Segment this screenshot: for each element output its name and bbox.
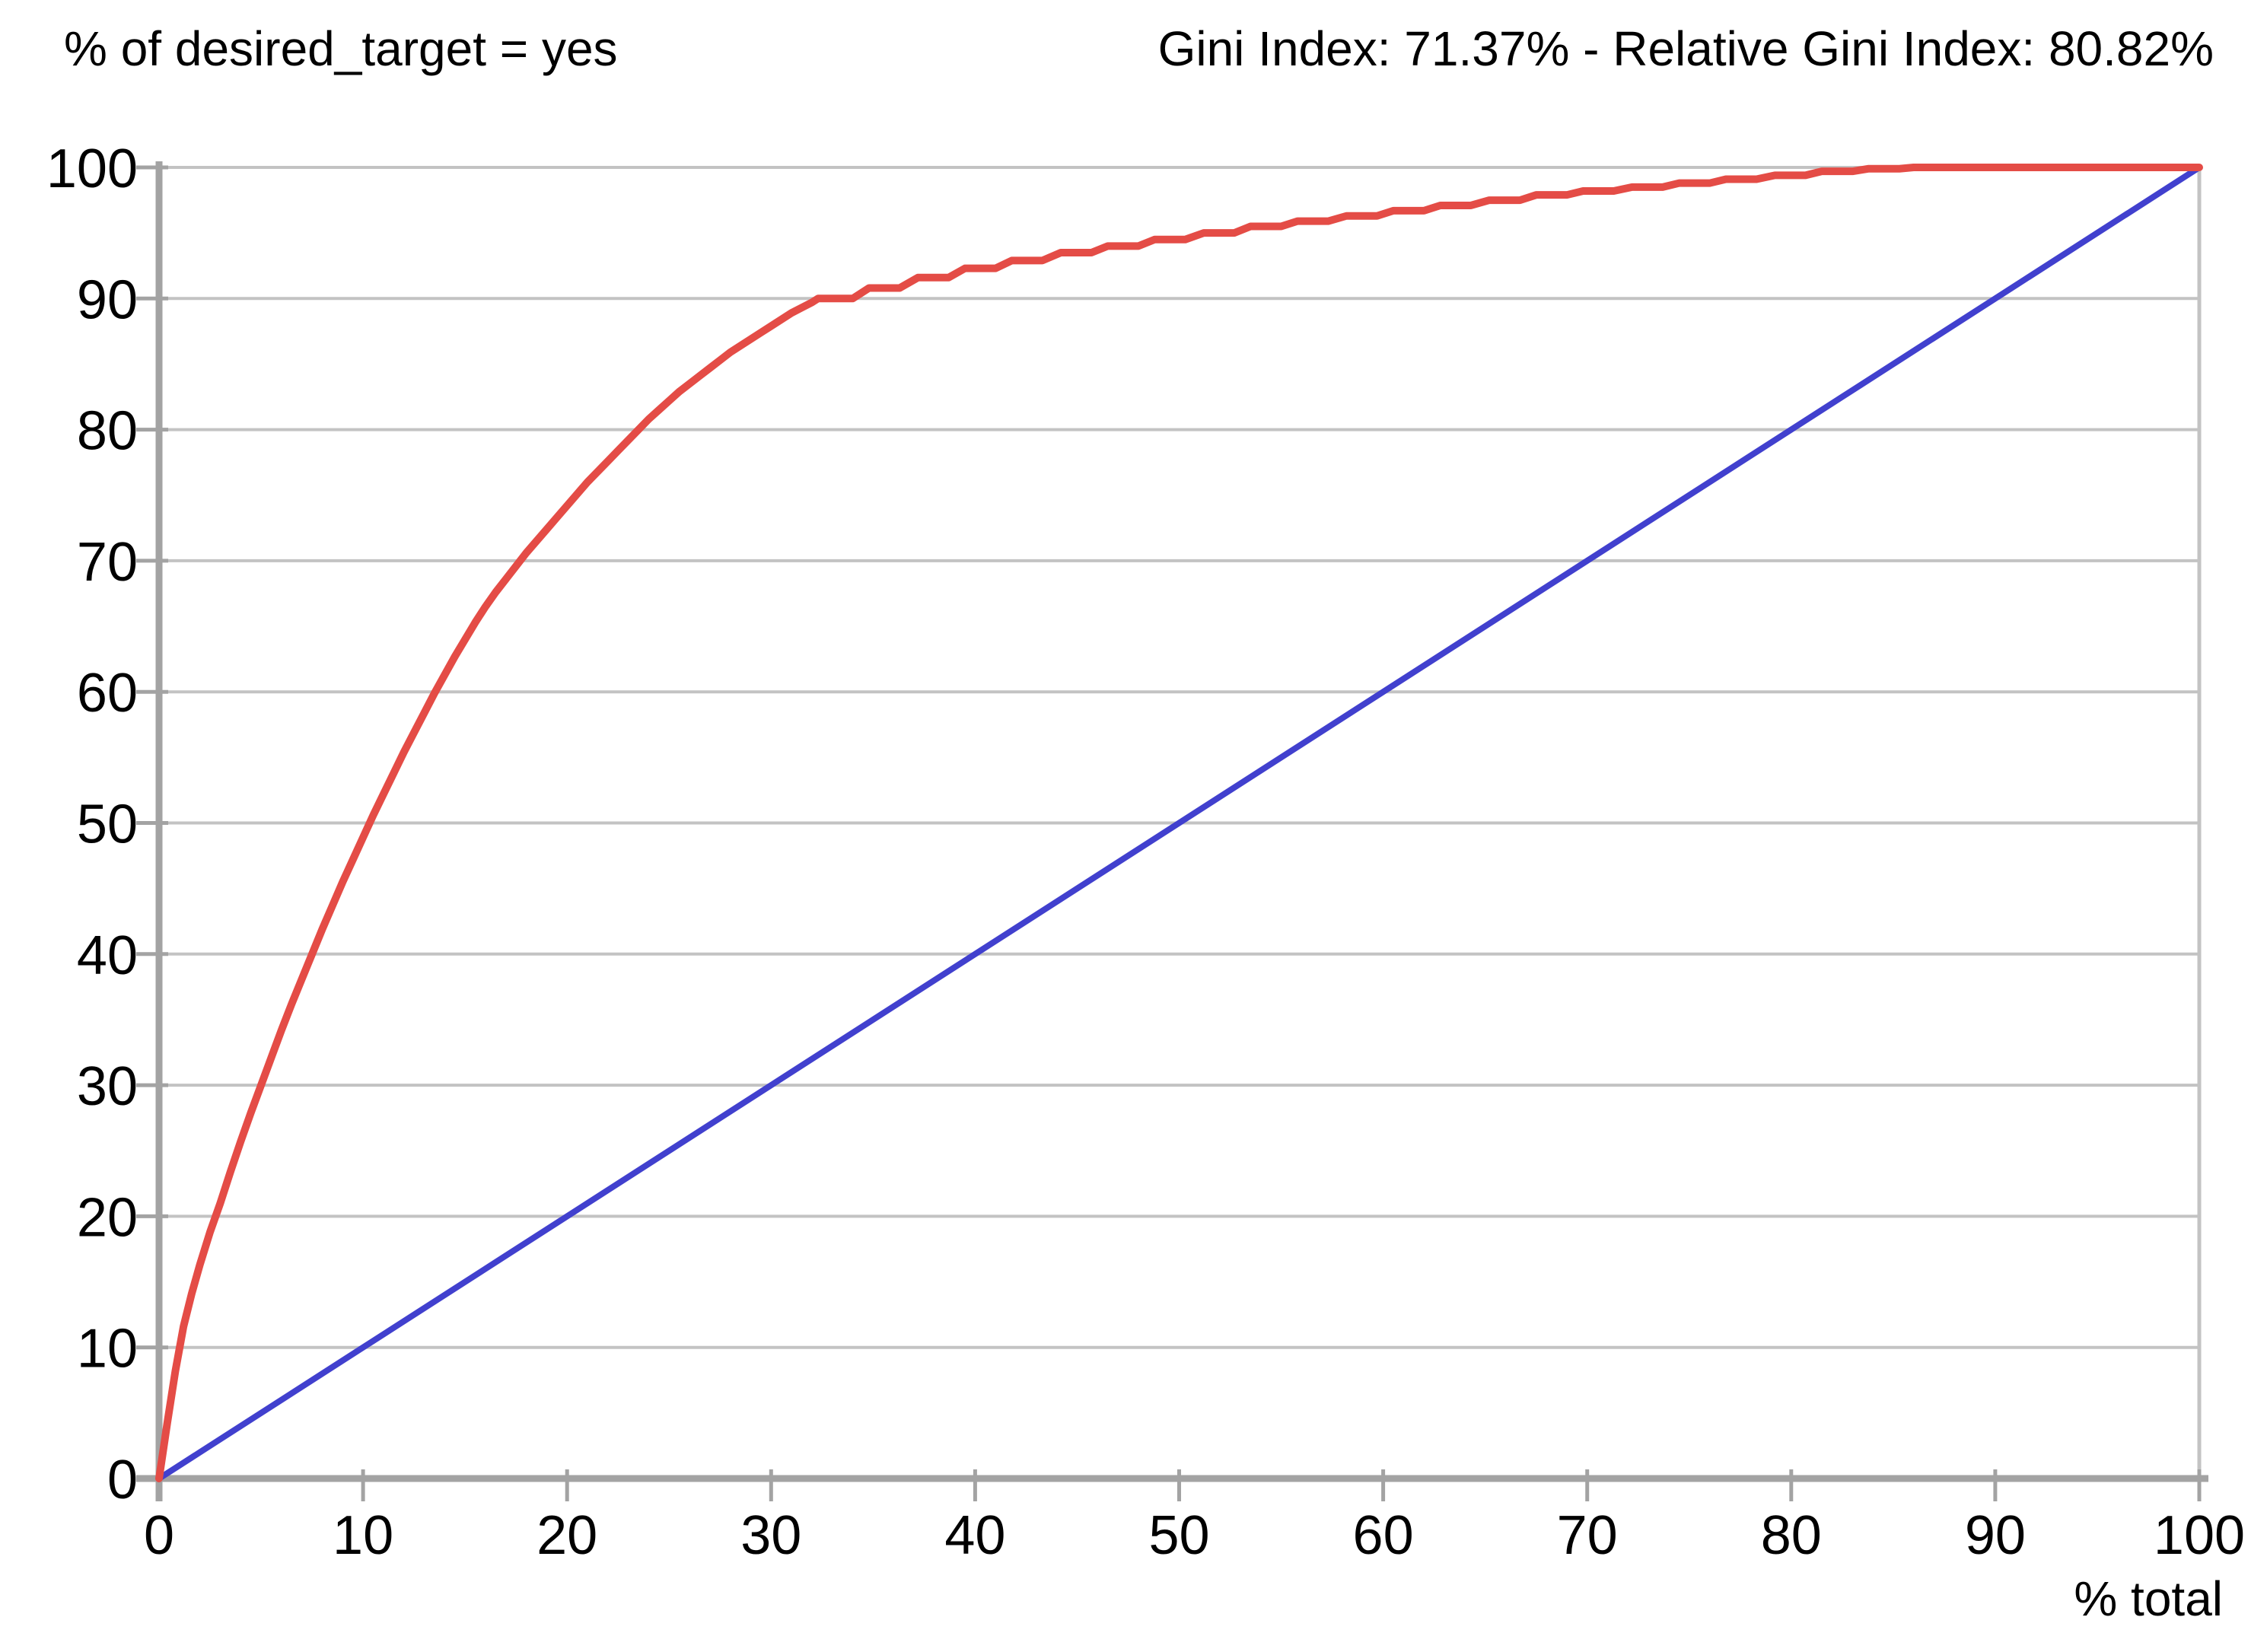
y-tick-label-10: 10 [77, 1319, 138, 1380]
x-tick-label-30: 30 [740, 1505, 801, 1566]
y-tick-label-0: 0 [107, 1450, 138, 1510]
y-tick-label-50: 50 [77, 794, 138, 855]
x-tick-label-60: 60 [1353, 1505, 1414, 1566]
y-tick-label-100: 100 [46, 138, 138, 199]
y-tick-label-30: 30 [77, 1056, 138, 1117]
y-tick-label-40: 40 [77, 925, 138, 986]
y-axis-caption: % of desired_target = yes [64, 21, 618, 76]
y-tick-label-90: 90 [77, 269, 138, 330]
gains-curve-line [155, 164, 2203, 1482]
x-tick-label-50: 50 [1148, 1505, 1209, 1566]
x-tick-label-0: 0 [144, 1505, 174, 1566]
x-tick-label-20: 20 [537, 1505, 597, 1566]
y-tick-label-60: 60 [77, 663, 138, 724]
gini-index-annotation: Gini Index: 71.37% - Relative Gini Index… [1157, 21, 2214, 76]
x-tick-label-40: 40 [944, 1505, 1005, 1566]
x-tick-label-10: 10 [333, 1505, 393, 1566]
x-tick-label-70: 70 [1557, 1505, 1618, 1566]
y-tick-label-70: 70 [77, 532, 138, 593]
x-tick-label-100: 100 [2154, 1505, 2245, 1566]
x-tick-label-90: 90 [1965, 1505, 2026, 1566]
y-tick-label-80: 80 [77, 401, 138, 462]
baseline-diagonal-line [156, 164, 2202, 1482]
y-tick-label-20: 20 [77, 1187, 138, 1248]
x-axis-label: % total [2074, 1571, 2223, 1626]
x-tick-label-80: 80 [1761, 1505, 1822, 1566]
